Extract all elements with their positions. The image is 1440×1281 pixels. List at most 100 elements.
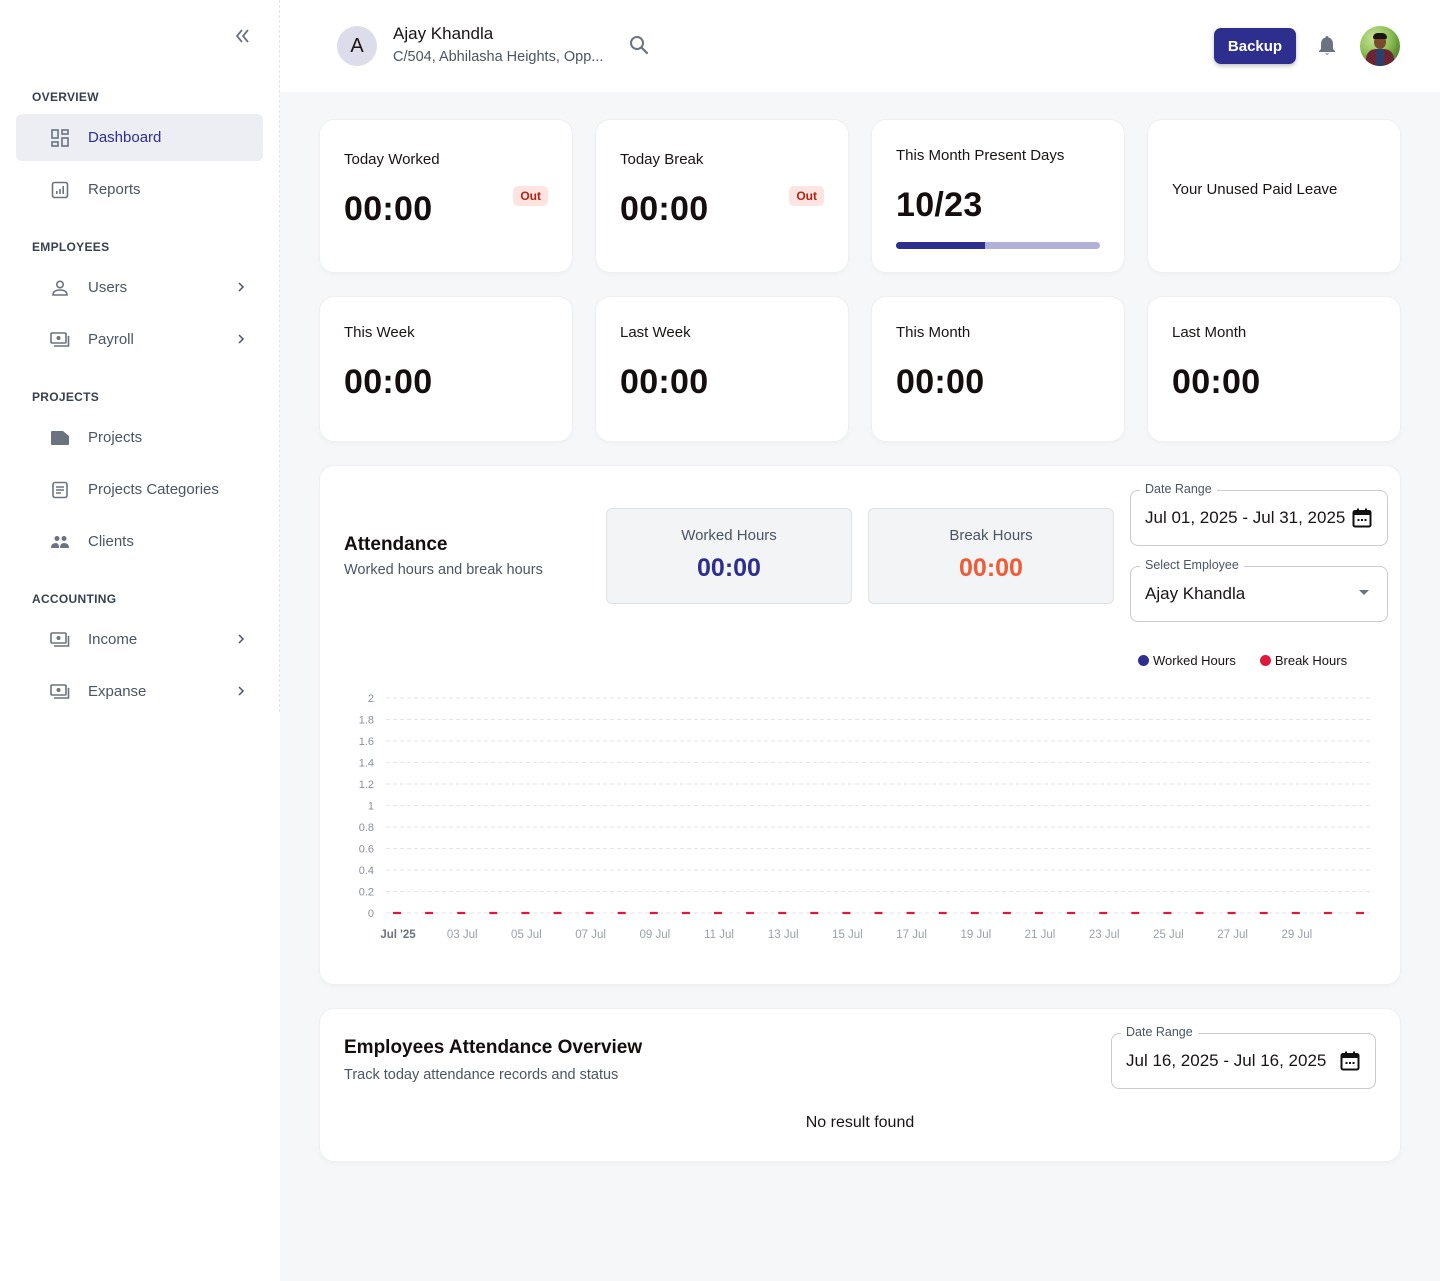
sidebar-item-label: Projects: [88, 429, 143, 446]
sidebar-item-label: Clients: [88, 533, 134, 550]
stat-title: This Week: [344, 324, 415, 341]
dashboard-grid-icon: [50, 128, 70, 148]
stat-value: 00:00: [344, 190, 433, 228]
org-avatar[interactable]: A: [337, 26, 377, 66]
chevron-right-icon: [235, 279, 247, 295]
stat-title: Today Worked: [344, 151, 440, 168]
sidebar-item-label: Reports: [88, 181, 141, 198]
svg-text:29 Jul: 29 Jul: [1281, 929, 1312, 941]
sidebar-item-projects-categories[interactable]: Projects Categories: [16, 466, 263, 513]
user-avatar[interactable]: [1360, 26, 1400, 66]
svg-text:07 Jul: 07 Jul: [575, 929, 606, 941]
selected-employee: Ajay Khandla: [1145, 584, 1246, 603]
legend-dot: [1138, 655, 1149, 666]
date-range-picker[interactable]: Date Range Jul 01, 2025 - Jul 31, 2025: [1130, 482, 1388, 546]
calendar-icon[interactable]: [1339, 1050, 1361, 1072]
attendance-line-chart: 0 0.2 0.4 0.6 0.8 1 1.2 1.4 1.6 1.8 2 Jul '25 03 Jul…: [359, 693, 1370, 941]
stat-value: 00:00: [620, 190, 709, 228]
stat-title: Your Unused Paid Leave: [1172, 181, 1338, 198]
collapse-sidebar-button[interactable]: [230, 24, 256, 48]
svg-text:1.2: 1.2: [359, 779, 374, 791]
svg-text:27 Jul: 27 Jul: [1217, 929, 1248, 941]
svg-text:0.6: 0.6: [359, 844, 374, 856]
status-badge: Out: [789, 186, 824, 206]
top-header: A Ajay Khandla C/504, Abhilasha Heights,…: [280, 0, 1440, 92]
present-days-progress-bar: [896, 242, 1100, 249]
sidebar-item-payroll[interactable]: Payroll: [16, 316, 263, 363]
sidebar-divider: [279, 0, 280, 712]
overview-date-range-picker[interactable]: Date Range Jul 16, 2025 - Jul 16, 2025: [1111, 1025, 1376, 1089]
stat-title: This Month: [896, 324, 971, 341]
field-label: Select Employee: [1140, 558, 1244, 572]
legend-item-worked-hours[interactable]: Worked Hours: [1138, 653, 1236, 668]
money-icon: [50, 330, 70, 350]
legend-label: Worked Hours: [1153, 653, 1236, 668]
chart-legend: Worked Hours Break Hours: [1138, 653, 1347, 668]
stat-card-unused-leave: Your Unused Paid Leave: [1148, 120, 1400, 272]
svg-text:09 Jul: 09 Jul: [639, 929, 670, 941]
backup-button[interactable]: Backup: [1214, 28, 1296, 64]
stat-value: 10/23: [896, 186, 983, 224]
notifications-button[interactable]: [1317, 34, 1339, 58]
worked-hours-value: 00:00: [697, 554, 761, 582]
sidebar-item-reports[interactable]: Reports: [16, 166, 263, 213]
svg-text:17 Jul: 17 Jul: [896, 929, 927, 941]
svg-text:1.8: 1.8: [359, 715, 374, 727]
break-hours-box: Break Hours 00:00: [868, 508, 1114, 604]
stat-value: 00:00: [1172, 363, 1261, 401]
sidebar-item-users[interactable]: Users: [16, 264, 263, 311]
svg-text:23 Jul: 23 Jul: [1089, 929, 1120, 941]
org-address: C/504, Abhilasha Heights, Opp...: [393, 49, 604, 65]
section-label-employees: EMPLOYEES: [32, 240, 110, 254]
metric-label: Worked Hours: [681, 527, 777, 544]
svg-text:19 Jul: 19 Jul: [960, 929, 991, 941]
svg-text:Jul '25: Jul '25: [380, 929, 416, 941]
svg-text:1: 1: [368, 801, 374, 813]
date-range-value: Jul 16, 2025 - Jul 16, 2025: [1126, 1051, 1327, 1070]
folder-tag-icon: [50, 428, 70, 448]
break-hours-value: 00:00: [959, 554, 1023, 582]
stat-card-this-month: This Month 00:00: [872, 297, 1124, 441]
section-label-overview: OVERVIEW: [32, 90, 99, 104]
stat-value: 00:00: [344, 363, 433, 401]
stat-card-present-days: This Month Present Days 10/23: [872, 120, 1124, 272]
sidebar-item-label: Dashboard: [88, 129, 162, 146]
bell-icon: [1319, 36, 1335, 55]
legend-dot: [1259, 655, 1271, 666]
stat-card-last-week: Last Week 00:00: [596, 297, 848, 441]
svg-text:13 Jul: 13 Jul: [768, 929, 799, 941]
sidebar-item-projects[interactable]: Projects: [16, 414, 263, 461]
stat-card-today-worked: Today Worked 00:00 Out: [320, 120, 572, 272]
select-employee-dropdown[interactable]: Select Employee Ajay Khandla: [1130, 558, 1388, 622]
svg-text:0: 0: [368, 908, 374, 920]
stat-value: 00:00: [896, 363, 985, 401]
attendance-title: Attendance: [344, 534, 448, 555]
field-label: Date Range: [1140, 482, 1217, 496]
svg-text:03 Jul: 03 Jul: [447, 929, 478, 941]
sidebar-item-dashboard[interactable]: Dashboard: [16, 114, 263, 161]
section-label-projects: PROJECTS: [32, 390, 100, 404]
caret-down-icon: [1359, 590, 1369, 595]
money-icon: [50, 630, 70, 650]
stat-title: Today Break: [620, 151, 704, 168]
legend-item-break-hours[interactable]: Break Hours: [1259, 653, 1347, 668]
search-button[interactable]: [628, 34, 652, 58]
section-label-accounting: ACCOUNTING: [32, 592, 117, 606]
sidebar-item-clients[interactable]: Clients: [16, 518, 263, 565]
sidebar-item-label: Projects Categories: [88, 481, 219, 498]
metric-label: Break Hours: [949, 527, 1033, 544]
attendance-subtitle: Worked hours and break hours: [344, 562, 543, 578]
money-icon: [50, 682, 70, 702]
svg-text:0.4: 0.4: [359, 865, 374, 877]
svg-text:1.6: 1.6: [359, 736, 374, 748]
sidebar-item-expanse[interactable]: Expanse: [16, 668, 263, 715]
person-icon: [50, 278, 70, 298]
svg-text:2: 2: [368, 693, 374, 705]
sidebar: OVERVIEW Dashboard Reports EMPLOYEES Use…: [0, 0, 280, 1281]
overview-title: Employees Attendance Overview: [344, 1037, 643, 1058]
svg-text:11 Jul: 11 Jul: [704, 929, 734, 941]
sidebar-item-income[interactable]: Income: [16, 616, 263, 663]
calendar-icon[interactable]: [1351, 507, 1373, 529]
chevron-right-icon: [235, 331, 247, 347]
stat-card-today-break: Today Break 00:00 Out: [596, 120, 848, 272]
